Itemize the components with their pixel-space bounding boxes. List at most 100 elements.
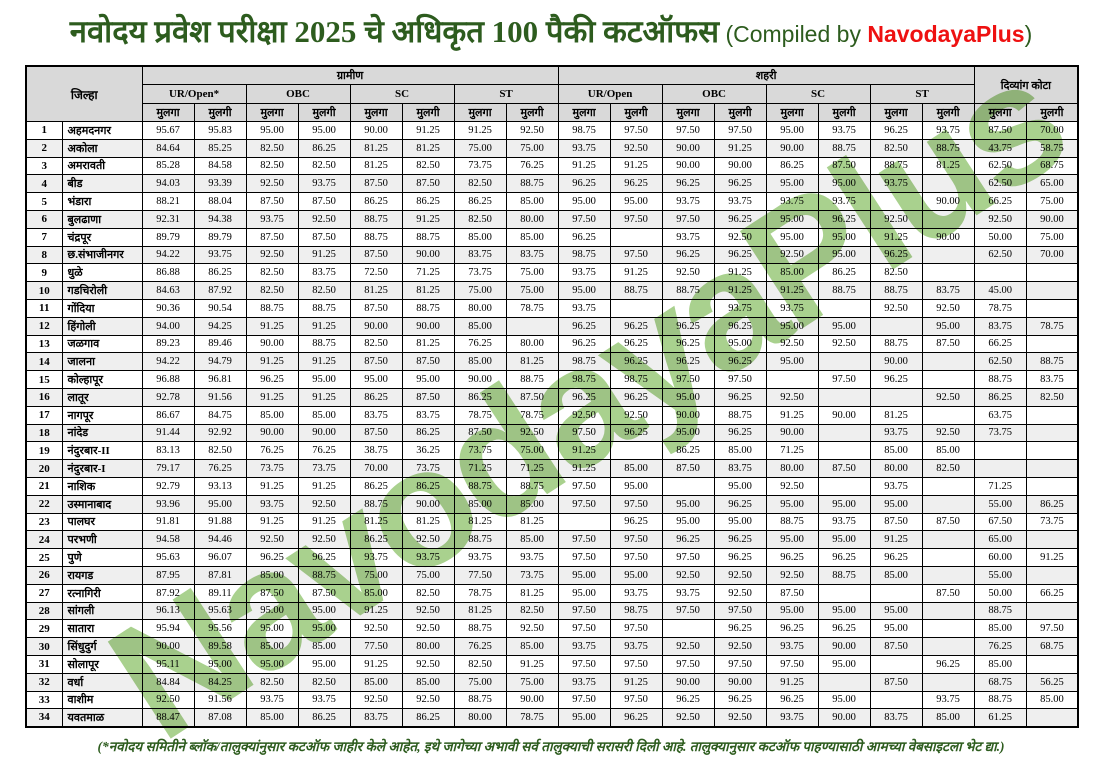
- row-number: 24: [25, 530, 63, 550]
- row-number: 18: [25, 423, 63, 443]
- cutoff-cell: 43.75: [973, 138, 1027, 158]
- cutoff-cell: 75.00: [453, 672, 507, 692]
- cutoff-cell: 73.75: [973, 423, 1027, 443]
- cutoff-cell: [1025, 423, 1079, 443]
- cutoff-cell: 83.75: [869, 708, 923, 728]
- table-row: 29 सातारा 95.94 95.56 95.00 95.00 92.50 …: [25, 619, 1079, 639]
- cutoff-cell: 71.25: [453, 459, 507, 478]
- cutoff-cell: 87.50: [973, 121, 1027, 140]
- cutoff-cell: 88.75: [453, 476, 507, 496]
- cutoff-cell: 92.50: [661, 708, 715, 728]
- cutoff-cell: 81.25: [921, 156, 975, 176]
- cutoff-cell: 87.95: [141, 565, 195, 585]
- cutoff-cell: 90.00: [245, 334, 299, 354]
- cutoff-cell: 93.75: [765, 637, 819, 656]
- table-row: 31 सोलापूर 95.11 95.00 95.00 95.00 91.25…: [25, 654, 1079, 674]
- district-name: नंदुरबार-II: [61, 441, 143, 461]
- district-name: सोलापूर: [61, 654, 143, 674]
- district-name: अकोला: [61, 138, 143, 158]
- cutoff-cell: 92.50: [765, 565, 819, 585]
- cutoff-cell: 90.00: [921, 227, 975, 247]
- cutoff-cell: 81.25: [505, 512, 559, 532]
- cutoff-cell: 97.50: [557, 423, 611, 443]
- cutoff-cell: 76.25: [193, 459, 247, 478]
- cutoff-cell: 98.75: [557, 352, 611, 372]
- cutoff-cell: 88.75: [817, 281, 871, 300]
- cutoff-cell: 85.00: [1025, 690, 1079, 710]
- cutoff-cell: [1025, 334, 1079, 354]
- cutoff-cell: 75.00: [505, 441, 559, 461]
- district-name: बीड: [61, 174, 143, 194]
- cutoff-cell: 77.50: [349, 637, 403, 656]
- cutoff-cell: [921, 405, 975, 425]
- cutoff-cell: 87.50: [817, 156, 871, 176]
- cutoff-cell: 93.75: [921, 121, 975, 140]
- cutoff-cell: 87.50: [401, 352, 455, 372]
- district-name: उस्मानाबाद: [61, 494, 143, 514]
- cutoff-cell: 82.50: [1025, 387, 1079, 407]
- row-number: 12: [25, 316, 63, 336]
- cutoff-cell: 91.25: [349, 654, 403, 674]
- cutoff-cell: 97.50: [557, 690, 611, 710]
- cutoff-cell: 67.50: [973, 512, 1027, 532]
- cutoff-cell: 91.25: [245, 352, 299, 372]
- cutoff-cell: 96.25: [609, 352, 663, 372]
- cutoff-cell: 66.25: [973, 334, 1027, 354]
- cutoff-cell: 78.75: [1025, 316, 1079, 336]
- cutoff-cell: 96.25: [661, 174, 715, 194]
- table-row: 18 नांदेड 91.44 92.92 90.00 90.00 87.50 …: [25, 423, 1079, 443]
- cutoff-table: जिल्हा ग्रामीण शहरी दिव्यांग कोटा UR/Ope…: [25, 65, 1080, 728]
- cutoff-cell: 78.75: [505, 405, 559, 425]
- cutoff-cell: 95.94: [141, 619, 195, 639]
- cutoff-cell: [869, 654, 923, 674]
- cutoff-cell: 97.50: [713, 121, 767, 140]
- cutoff-cell: 97.50: [557, 654, 611, 674]
- cutoff-cell: 96.25: [765, 619, 819, 639]
- cutoff-cell: 88.75: [817, 138, 871, 158]
- cutoff-cell: 87.81: [193, 565, 247, 585]
- district-name: वर्धा: [61, 672, 143, 692]
- cutoff-cell: 95.00: [661, 387, 715, 407]
- district-name: वाशीम: [61, 690, 143, 710]
- cutoff-cell: 95.00: [817, 316, 871, 336]
- cutoff-cell: 92.50: [505, 619, 559, 639]
- rural-ur-header: UR/Open*: [141, 84, 247, 104]
- cutoff-cell: 85.00: [921, 708, 975, 728]
- cutoff-cell: 82.50: [245, 281, 299, 300]
- cutoff-cell: 90.00: [401, 316, 455, 336]
- cutoff-cell: [609, 441, 663, 461]
- cutoff-cell: 95.00: [245, 654, 299, 674]
- boy-header: मुलगा: [557, 103, 611, 122]
- cutoff-cell: 62.50: [973, 156, 1027, 176]
- divyang-header: दिव्यांग कोटा: [973, 65, 1079, 104]
- cutoff-cell: 88.75: [453, 690, 507, 710]
- header-category-row: UR/Open* OBC SC ST UR/Open OBC SC ST: [26, 84, 1078, 104]
- boy-header: मुलगा: [453, 103, 507, 122]
- cutoff-cell: 92.50: [401, 530, 455, 550]
- cutoff-cell: 91.25: [297, 387, 351, 407]
- cutoff-cell: 92.50: [921, 298, 975, 318]
- cutoff-cell: 85.00: [245, 637, 299, 656]
- cutoff-cell: 92.50: [869, 298, 923, 318]
- cutoff-cell: [817, 423, 871, 443]
- cutoff-cell: 73.75: [453, 441, 507, 461]
- table-row: 25 पुणे 95.63 96.07 96.25 96.25 93.75 93…: [25, 548, 1079, 567]
- cutoff-cell: [921, 601, 975, 621]
- cutoff-cell: [1025, 530, 1079, 550]
- cutoff-cell: 91.25: [869, 530, 923, 550]
- district-name: गोंदिया: [61, 298, 143, 318]
- table-row: 24 परभणी 94.58 94.46 92.50 92.50 86.25 9…: [25, 530, 1079, 550]
- cutoff-cell: 96.25: [869, 370, 923, 389]
- cutoff-cell: 95.00: [817, 601, 871, 621]
- rural-sc-header: SC: [349, 84, 455, 104]
- cutoff-cell: 93.75: [765, 298, 819, 318]
- cutoff-cell: 90.00: [661, 156, 715, 176]
- cutoff-cell: 92.50: [557, 405, 611, 425]
- district-name: पुणे: [61, 548, 143, 567]
- footnote: (*नवोदय समितीने ब्लॉक/तालुक्यांनुसार कटऑ…: [97, 738, 1005, 754]
- cutoff-cell: 96.25: [713, 690, 767, 710]
- cutoff-cell: 87.50: [869, 637, 923, 656]
- cutoff-cell: [765, 370, 819, 389]
- cutoff-cell: 97.50: [609, 690, 663, 710]
- row-number: 9: [25, 263, 63, 283]
